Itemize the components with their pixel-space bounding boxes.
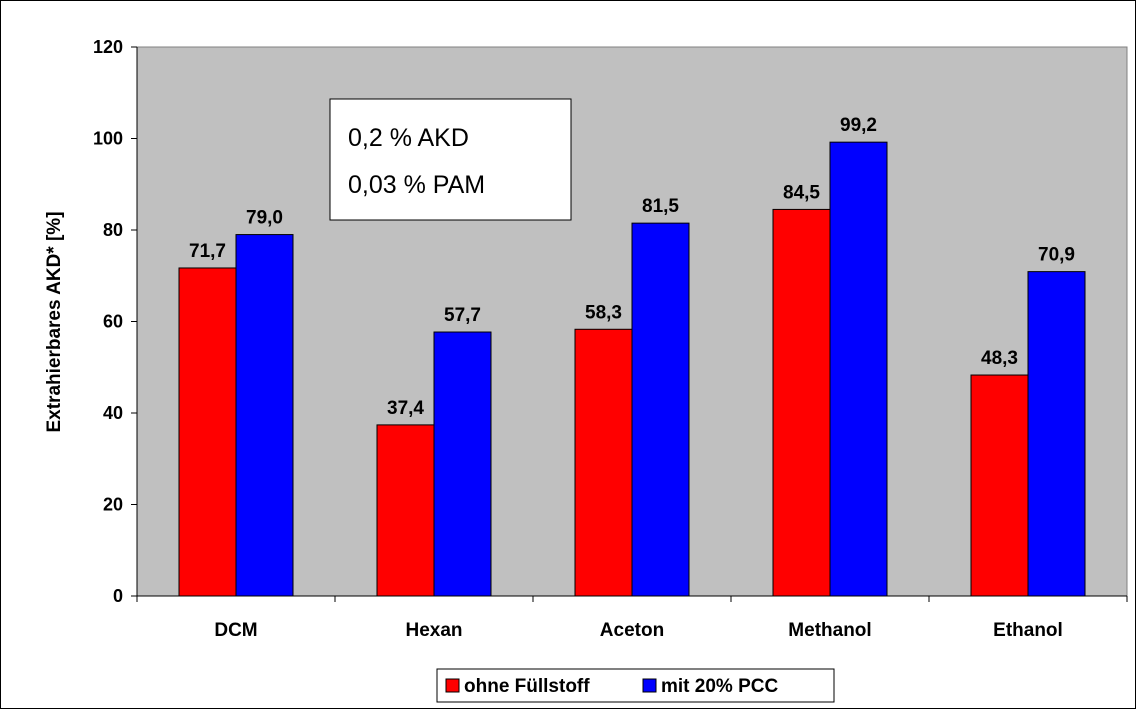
axes-group: DCM Hexan Aceton Methanol Ethanol 0 20 40 60 80 10…: [93, 37, 1128, 641]
bar-hexan-mit-20-pcc: [433, 331, 492, 597]
data-label-dcm-mit-20-pcc: 79,0: [246, 208, 283, 229]
annotation-line-1: 0,2 % AKD: [348, 124, 469, 152]
y-tick-label-0: 0: [113, 586, 123, 606]
legend-swatch-mit-pcc: [642, 678, 657, 693]
category-label-hexan: Hexan: [405, 620, 462, 641]
category-label-methanol: Methanol: [788, 620, 871, 641]
y-axis-title: Extrahierbares AKD* [%]: [44, 211, 65, 432]
bar-ethanol-mit-20-pcc: [1027, 271, 1086, 597]
data-label-aceton-mit-20-pcc: 81,5: [642, 196, 679, 217]
data-label-hexan-mit-20-pcc: 57,7: [444, 305, 481, 326]
y-tick-label-40: 40: [103, 403, 123, 423]
bar-hexan-ohne-f-llstoff: [376, 424, 435, 597]
legend-label-mit-pcc: mit 20% PCC: [661, 676, 778, 697]
annotation-line-2: 0,03 % PAM: [348, 171, 485, 199]
annotation-box: 0,2 % AKD 0,03 % PAM: [329, 98, 572, 221]
data-label-aceton-ohne-f-llstoff: 58,3: [585, 302, 622, 323]
data-label-ethanol-ohne-f-llstoff: 48,3: [981, 348, 1018, 369]
data-label-methanol-mit-20-pcc: 99,2: [840, 115, 877, 136]
y-tick-label-80: 80: [103, 220, 123, 240]
y-tick-label-60: 60: [103, 312, 123, 332]
bars-group: 71,7 79,0 37,4 57,7 58,3 81,5 84,5 99,2 48,3 70,9: [178, 115, 1086, 597]
y-tick-label-20: 20: [103, 495, 123, 515]
legend-swatch-ohne-fuellstoff: [445, 678, 460, 693]
data-label-ethanol-mit-20-pcc: 70,9: [1038, 245, 1075, 266]
legend-label-ohne-fuellstoff: ohne Füllstoff: [464, 676, 590, 697]
data-label-hexan-ohne-f-llstoff: 37,4: [387, 398, 424, 419]
category-label-aceton: Aceton: [600, 620, 664, 641]
category-label-dcm: DCM: [214, 620, 257, 641]
data-label-dcm-ohne-f-llstoff: 71,7: [189, 241, 226, 262]
data-label-methanol-ohne-f-llstoff: 84,5: [783, 182, 820, 203]
legend: ohne Füllstoff mit 20% PCC: [436, 668, 835, 703]
bar-aceton-mit-20-pcc: [631, 222, 690, 597]
bar-ethanol-ohne-f-llstoff: [970, 374, 1029, 597]
bar-aceton-ohne-f-llstoff: [574, 328, 633, 597]
bar-dcm-mit-20-pcc: [235, 234, 294, 597]
y-tick-label-100: 100: [93, 129, 123, 149]
bar-methanol-ohne-f-llstoff: [772, 208, 831, 597]
bar-dcm-ohne-f-llstoff: [178, 267, 237, 597]
bar-methanol-mit-20-pcc: [829, 141, 888, 597]
y-tick-label-120: 120: [93, 37, 123, 57]
category-label-ethanol: Ethanol: [993, 620, 1063, 641]
